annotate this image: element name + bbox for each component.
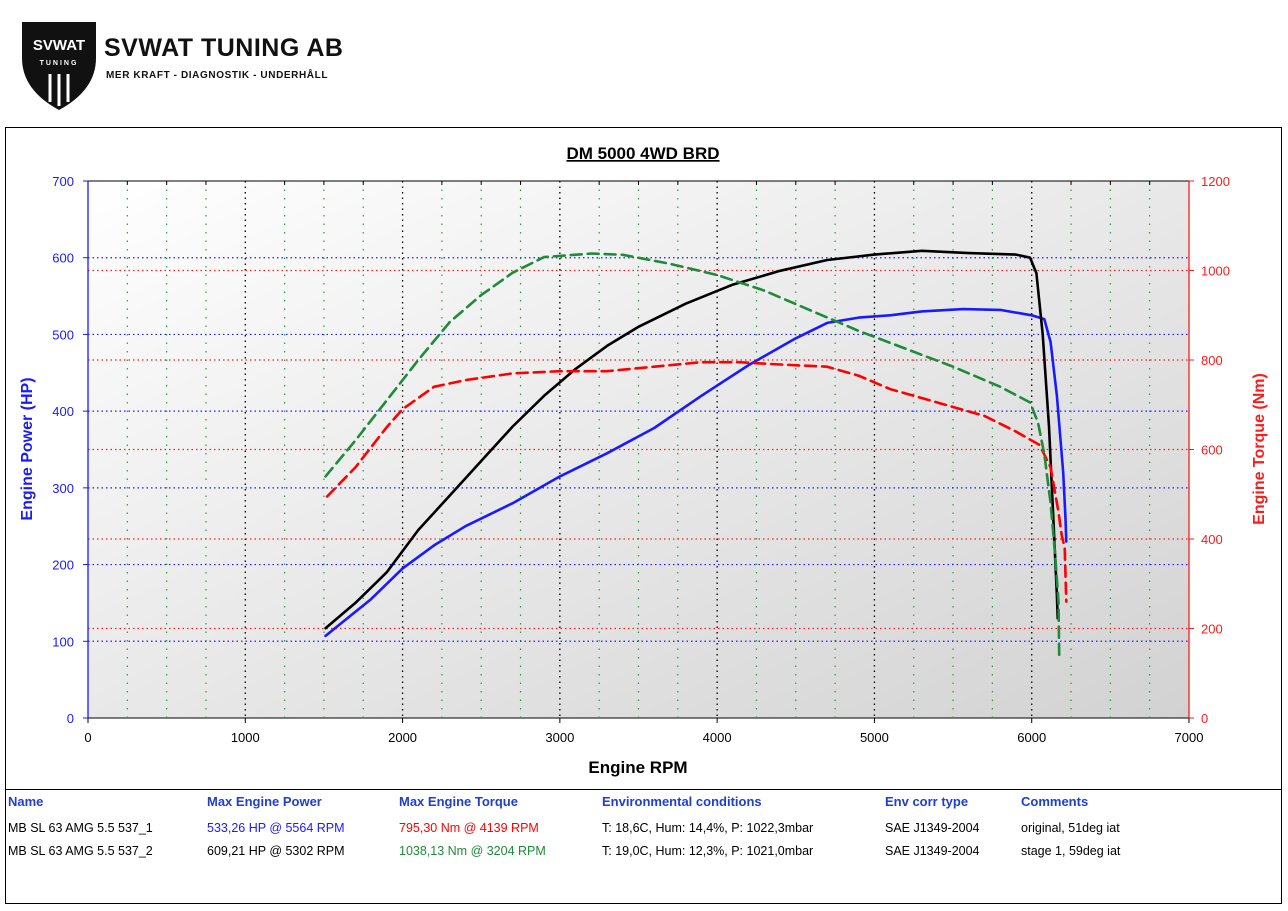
y-left-tick-label: 100: [52, 634, 74, 649]
row2-comment: stage 1, 59deg iat: [1021, 844, 1121, 858]
y-right-tick-label: 200: [1201, 622, 1223, 637]
series-line-power-run1: [324, 307, 1068, 638]
row2-max-torque: 1038,13 Nm @ 3204 RPM: [399, 844, 546, 858]
company-tagline: MER KRAFT - DIAGNOSTIK - UNDERHÅLL: [106, 70, 329, 81]
logo-badge-text: SVWAT: [33, 37, 85, 54]
company-name: SVWAT TUNING AB: [104, 34, 344, 62]
company-logo: SVWAT TUNING SVWAT TUNING AB MER KRAFT -…: [6, 8, 362, 116]
x-tick-label: 2000: [388, 730, 417, 745]
series-line-torque-run1: [325, 360, 1068, 603]
y-right-tick-label: 400: [1201, 532, 1223, 547]
column-header-environment: Environmental conditions: [602, 794, 762, 809]
column-header-corr-type: Env corr type: [885, 794, 969, 809]
x-tick-label: 6000: [1017, 730, 1046, 745]
row1-comment: original, 51deg iat: [1021, 821, 1120, 835]
y-left-tick-label: 500: [52, 327, 74, 342]
axes: 0 1000 2000 3000 4000 5000 6000 700001002003004…: [52, 174, 1230, 745]
x-tick-label: 0: [84, 730, 91, 745]
row2-name: MB SL 63 AMG 5.5 537_2: [8, 844, 153, 858]
y-left-tick-label: 400: [52, 404, 74, 419]
dyno-chart: DM 5000 4WD BRD 0 1000 2000 3000 4000 5000 600…: [19, 144, 1268, 777]
y-left-axis-label: Engine Power (HP): [19, 377, 36, 520]
y-left-tick-label: 200: [52, 558, 74, 573]
y-left-tick-label: 300: [52, 481, 74, 496]
y-right-axis-label: Engine Torque (Nm): [1251, 373, 1268, 525]
row1-corr-type: SAE J1349-2004: [885, 821, 980, 835]
table-divider: [5, 789, 1282, 790]
row1-max-power: 533,26 HP @ 5564 RPM: [207, 821, 345, 835]
x-tick-label: 7000: [1175, 730, 1204, 745]
series-group: [324, 249, 1068, 657]
row1-name: MB SL 63 AMG 5.5 537_1: [8, 821, 153, 835]
x-axis-label: Engine RPM: [588, 758, 687, 777]
series-line-torque-run2: [324, 252, 1061, 657]
y-left-tick-label: 700: [52, 174, 74, 189]
y-right-tick-label: 800: [1201, 353, 1223, 368]
x-tick-label: 4000: [703, 730, 732, 745]
shield-logo-icon: SVWAT TUNING: [22, 22, 96, 110]
series-line-power-run2: [324, 249, 1059, 630]
report-frame: [5, 127, 1282, 904]
chart-title: DM 5000 4WD BRD: [566, 144, 719, 163]
column-header-comments: Comments: [1021, 794, 1089, 809]
logo-badge-subtext: TUNING: [40, 60, 79, 67]
column-header-name: Name: [8, 794, 44, 809]
row2-max-power: 609,21 HP @ 5302 RPM: [207, 844, 345, 858]
y-left-tick-label: 600: [52, 251, 74, 266]
column-header-max-torque: Max Engine Torque: [399, 794, 518, 809]
row1-max-torque: 795,30 Nm @ 4139 RPM: [399, 821, 539, 835]
row2-environment: T: 19,0C, Hum: 12,3%, P: 1021,0mbar: [602, 844, 814, 858]
row1-environment: T: 18,6C, Hum: 14,4%, P: 1022,3mbar: [602, 821, 814, 835]
x-tick-label: 5000: [860, 730, 889, 745]
y-right-tick-label: 600: [1201, 443, 1223, 458]
column-header-max-power: Max Engine Power: [207, 794, 322, 809]
row2-corr-type: SAE J1349-2004: [885, 844, 980, 858]
y-right-tick-label: 1000: [1201, 264, 1230, 279]
y-right-tick-label: 0: [1201, 711, 1208, 726]
y-left-tick-label: 0: [67, 711, 74, 726]
x-tick-label: 1000: [231, 730, 260, 745]
x-tick-label: 3000: [545, 730, 574, 745]
y-right-tick-label: 1200: [1201, 174, 1230, 189]
